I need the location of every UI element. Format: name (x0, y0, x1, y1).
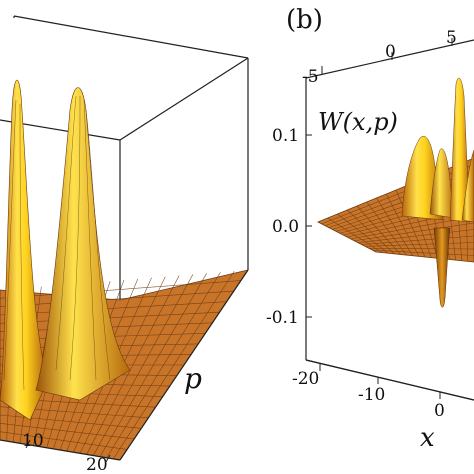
panel-b-x-tick-neg20: -20 (292, 369, 319, 389)
panel-a-peak-lines (3, 95, 111, 391)
panel-b-label: (b) (286, 5, 323, 35)
panel-a-box-front (0, 269, 249, 461)
panel-a-p-axis-label: p (184, 362, 202, 395)
floor-grid-line (0, 414, 142, 429)
panel-b-w-tick-01: 0.1 (272, 126, 299, 146)
panel-b-feature-negative-dip (433, 227, 451, 308)
panel-b-w-axis-ticks (306, 134, 312, 318)
panel-a-p-tick-10: 10 (22, 431, 44, 451)
floor-grid-line (361, 235, 474, 245)
panel-a-box (0, 15, 249, 300)
floor-grid-line (372, 249, 474, 256)
floor-grid-line (368, 247, 474, 250)
panel-b-w-tick-neg01: -0.1 (266, 308, 299, 328)
panel-a-peak-1 (0, 79, 49, 421)
panel-a-p-tick-20: 20 (86, 455, 108, 474)
panel-b-x-tick-0: 0 (434, 401, 445, 421)
panel-a: 10 20 p (0, 15, 249, 474)
floor-grid-line (106, 272, 221, 458)
floor-grid-line (357, 229, 474, 243)
panel-b-p-tick-5: 5 (446, 28, 457, 48)
panel-b-x-axis (305, 359, 474, 401)
panel-b-p-tick-neg5: -5 (302, 67, 319, 87)
floor-grid-line (0, 423, 135, 440)
panel-b-x-axis-label: x (420, 423, 435, 453)
floor-grid-line (354, 222, 474, 242)
panel-a-peak-2 (35, 87, 131, 401)
panel-b: (b) -5 0 5 W(x,p) 0.1 0.0 -0.1 (266, 5, 474, 453)
panel-a-p-axis-ticks (25, 439, 111, 463)
floor-grid-line (365, 242, 474, 247)
panel-b-x-tick-neg10: -10 (358, 385, 385, 405)
floor-grid-line (0, 431, 128, 450)
panel-b-p-tick-0: 0 (385, 42, 396, 62)
panel-b-w-tick-00: 0.0 (272, 217, 299, 237)
floor-grid-line (113, 270, 235, 460)
panel-b-x-axis-ticks (319, 364, 441, 399)
panel-b-p-axis-ticks (321, 38, 453, 74)
panel-b-w-axis-label: W(x,p) (318, 108, 398, 136)
